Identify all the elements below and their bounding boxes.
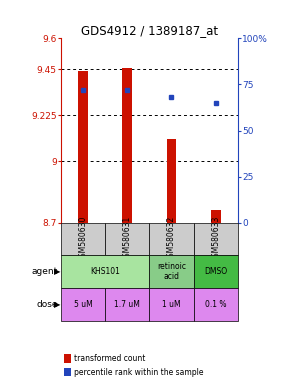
Bar bbox=[122, 68, 132, 223]
Text: 5 uM: 5 uM bbox=[74, 300, 93, 309]
Text: dose: dose bbox=[37, 300, 58, 309]
Bar bbox=[105, 288, 149, 321]
Bar bbox=[149, 223, 194, 255]
Text: GSM580632: GSM580632 bbox=[167, 216, 176, 262]
Text: GSM580631: GSM580631 bbox=[123, 216, 132, 262]
Bar bbox=[61, 223, 105, 255]
Bar bbox=[194, 223, 238, 255]
Bar bbox=[194, 288, 238, 321]
Text: retinoic
acid: retinoic acid bbox=[157, 262, 186, 281]
Text: 1 uM: 1 uM bbox=[162, 300, 181, 309]
Text: GSM580630: GSM580630 bbox=[79, 216, 88, 262]
Text: transformed count: transformed count bbox=[74, 354, 145, 363]
Bar bbox=[211, 210, 221, 223]
Bar bbox=[166, 139, 176, 223]
Text: 1.7 uM: 1.7 uM bbox=[114, 300, 140, 309]
Text: GSM580633: GSM580633 bbox=[211, 216, 220, 262]
Bar bbox=[149, 288, 194, 321]
Bar bbox=[149, 255, 194, 288]
Text: ▶: ▶ bbox=[54, 267, 60, 276]
Bar bbox=[194, 255, 238, 288]
Text: ▶: ▶ bbox=[54, 300, 60, 309]
Text: DMSO: DMSO bbox=[204, 267, 227, 276]
Text: KHS101: KHS101 bbox=[90, 267, 120, 276]
Bar bbox=[61, 255, 149, 288]
Bar bbox=[61, 288, 105, 321]
Title: GDS4912 / 1389187_at: GDS4912 / 1389187_at bbox=[81, 24, 218, 37]
Bar bbox=[105, 223, 149, 255]
Bar bbox=[78, 71, 88, 223]
Text: percentile rank within the sample: percentile rank within the sample bbox=[74, 367, 204, 377]
Text: 0.1 %: 0.1 % bbox=[205, 300, 226, 309]
Text: agent: agent bbox=[32, 267, 58, 276]
